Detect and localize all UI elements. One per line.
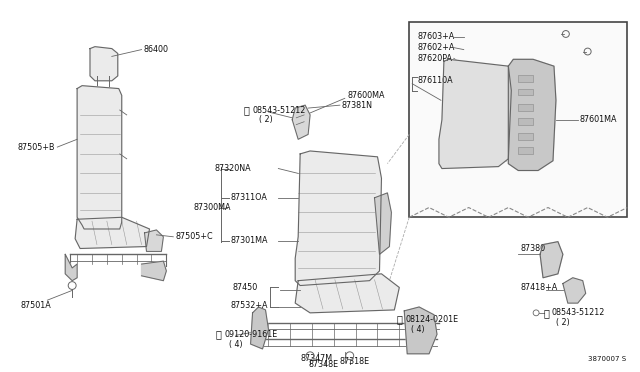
Text: ( 4): ( 4) [412,325,425,334]
Polygon shape [65,254,77,280]
Text: 87532+A: 87532+A [231,301,268,310]
Polygon shape [251,307,268,349]
Polygon shape [77,86,122,229]
Bar [518,147,533,154]
Text: 87505+B: 87505+B [18,142,55,151]
Polygon shape [439,59,511,169]
Polygon shape [145,230,163,251]
Text: Ⓢ: Ⓢ [543,308,549,318]
Text: 87320NA: 87320NA [215,164,252,173]
Bar [518,118,533,125]
Text: 86400: 86400 [143,45,168,54]
Bar [518,134,533,140]
Polygon shape [295,151,381,286]
Text: 87301MA: 87301MA [231,236,268,245]
Text: ( 2): ( 2) [259,115,272,124]
Polygon shape [508,59,556,170]
Text: ( 2): ( 2) [556,318,570,327]
Polygon shape [141,261,166,280]
Text: 87601MA: 87601MA [580,115,617,124]
Polygon shape [540,242,563,278]
Text: 08543-51212: 08543-51212 [253,106,306,115]
Polygon shape [374,193,392,254]
Text: 87348E: 87348E [308,360,338,369]
Polygon shape [404,307,437,354]
Bar [409,22,627,217]
Text: 87318E: 87318E [340,357,370,366]
Bar [518,89,533,95]
Text: 87505+C: 87505+C [175,232,213,241]
Text: 87418+A: 87418+A [520,283,557,292]
Text: 87311OA: 87311OA [231,193,268,202]
Text: 876110A: 876110A [417,76,452,85]
Polygon shape [90,46,118,81]
Text: 87501A: 87501A [20,301,51,310]
Polygon shape [292,105,310,139]
Text: 08543-51212: 08543-51212 [552,308,605,317]
Bar [518,104,533,111]
Text: Ⓑ: Ⓑ [396,315,403,325]
Text: 87620PA: 87620PA [417,54,452,63]
Text: 09120-9161E: 09120-9161E [225,330,278,339]
Text: 87380: 87380 [520,244,545,253]
Bar [518,75,533,82]
Text: 3870007 S: 3870007 S [588,356,626,362]
Polygon shape [75,217,150,248]
Text: 87450: 87450 [233,283,258,292]
Text: 87600MA: 87600MA [348,91,385,100]
Text: 87602+A: 87602+A [417,43,454,52]
Text: 87381N: 87381N [342,101,373,110]
Text: Ⓢ: Ⓢ [244,105,250,115]
Text: ( 4): ( 4) [228,340,243,349]
Text: 87603+A: 87603+A [417,32,454,41]
Text: 87347M: 87347M [300,354,332,363]
Text: Ⓑ: Ⓑ [216,329,222,339]
Polygon shape [563,278,586,303]
Text: 87300MA: 87300MA [193,203,230,212]
Polygon shape [295,274,399,313]
Text: 08124-0201E: 08124-0201E [405,315,458,324]
